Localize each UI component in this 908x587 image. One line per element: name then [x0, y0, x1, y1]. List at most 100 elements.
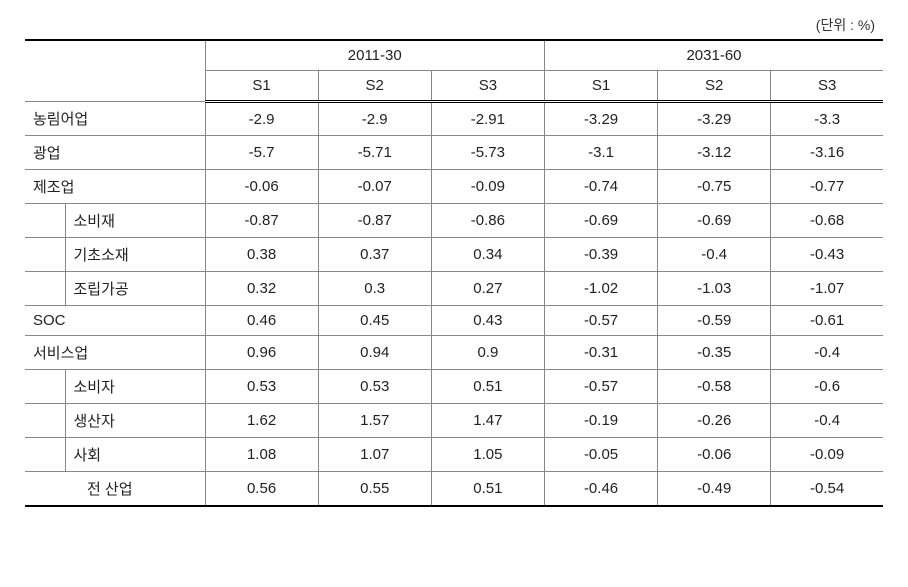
table-row: 소비재-0.87-0.87-0.86-0.69-0.69-0.68: [25, 204, 883, 238]
row-label: 소비재: [65, 204, 205, 238]
value-cell: -5.71: [318, 136, 431, 170]
value-cell: 1.07: [318, 438, 431, 472]
indent-spacer: [25, 370, 65, 404]
value-cell: -2.9: [205, 102, 318, 136]
value-cell: -0.06: [658, 438, 771, 472]
value-cell: -3.29: [658, 102, 771, 136]
value-cell: 0.55: [318, 472, 431, 507]
indent-spacer: [25, 404, 65, 438]
value-cell: -0.4: [771, 404, 883, 438]
value-cell: -1.07: [771, 272, 883, 306]
value-cell: -3.29: [544, 102, 657, 136]
data-table: 2011-30 2031-60 S1 S2 S3 S1 S2 S3 농림어업-2…: [25, 39, 883, 507]
value-cell: -0.6: [771, 370, 883, 404]
table-row: 광업-5.7-5.71-5.73-3.1-3.12-3.16: [25, 136, 883, 170]
value-cell: -0.39: [544, 238, 657, 272]
value-cell: 0.27: [431, 272, 544, 306]
indent-spacer: [25, 438, 65, 472]
row-label: 서비스업: [25, 336, 205, 370]
value-cell: 1.47: [431, 404, 544, 438]
scenario-header: S3: [771, 71, 883, 102]
value-cell: -0.87: [318, 204, 431, 238]
value-cell: 0.51: [431, 472, 544, 507]
row-label: 생산자: [65, 404, 205, 438]
scenario-header: S2: [658, 71, 771, 102]
scenario-header: S3: [431, 71, 544, 102]
period2-header: 2031-60: [544, 40, 883, 71]
value-cell: 0.96: [205, 336, 318, 370]
value-cell: 0.94: [318, 336, 431, 370]
value-cell: -0.74: [544, 170, 657, 204]
unit-label: (단위 : %): [25, 15, 883, 35]
value-cell: -0.06: [205, 170, 318, 204]
value-cell: -0.58: [658, 370, 771, 404]
value-cell: 1.08: [205, 438, 318, 472]
scenario-header: S1: [544, 71, 657, 102]
row-label: 조립가공: [65, 272, 205, 306]
value-cell: -0.68: [771, 204, 883, 238]
value-cell: 0.37: [318, 238, 431, 272]
value-cell: 0.43: [431, 306, 544, 336]
scenario-header: S1: [205, 71, 318, 102]
corner-header: [25, 40, 205, 102]
value-cell: -0.4: [771, 336, 883, 370]
row-label: 사회: [65, 438, 205, 472]
value-cell: 1.05: [431, 438, 544, 472]
value-cell: 0.32: [205, 272, 318, 306]
period1-header: 2011-30: [205, 40, 544, 71]
table-row: 소비자0.530.530.51-0.57-0.58-0.6: [25, 370, 883, 404]
value-cell: -3.1: [544, 136, 657, 170]
value-cell: -0.75: [658, 170, 771, 204]
value-cell: -1.02: [544, 272, 657, 306]
value-cell: -0.46: [544, 472, 657, 507]
row-label-total: 전 산업: [25, 472, 205, 507]
value-cell: -2.9: [318, 102, 431, 136]
value-cell: -0.43: [771, 238, 883, 272]
value-cell: -0.31: [544, 336, 657, 370]
value-cell: -0.61: [771, 306, 883, 336]
value-cell: 0.38: [205, 238, 318, 272]
value-cell: 0.34: [431, 238, 544, 272]
row-label: 광업: [25, 136, 205, 170]
value-cell: -5.73: [431, 136, 544, 170]
row-label: 기초소재: [65, 238, 205, 272]
value-cell: 1.62: [205, 404, 318, 438]
value-cell: 0.53: [318, 370, 431, 404]
indent-spacer: [25, 272, 65, 306]
value-cell: -1.03: [658, 272, 771, 306]
table-row: 전 산업0.560.550.51-0.46-0.49-0.54: [25, 472, 883, 507]
value-cell: -5.7: [205, 136, 318, 170]
row-label: SOC: [25, 306, 205, 336]
value-cell: -0.35: [658, 336, 771, 370]
row-label: 농림어업: [25, 102, 205, 136]
table-row: 서비스업0.960.940.9-0.31-0.35-0.4: [25, 336, 883, 370]
table-row: 사회1.081.071.05-0.05-0.06-0.09: [25, 438, 883, 472]
value-cell: -0.86: [431, 204, 544, 238]
table-row: 조립가공0.320.30.27-1.02-1.03-1.07: [25, 272, 883, 306]
value-cell: -0.05: [544, 438, 657, 472]
row-label: 소비자: [65, 370, 205, 404]
value-cell: 0.3: [318, 272, 431, 306]
value-cell: 0.45: [318, 306, 431, 336]
value-cell: -0.87: [205, 204, 318, 238]
value-cell: -0.54: [771, 472, 883, 507]
table-row: SOC0.460.450.43-0.57-0.59-0.61: [25, 306, 883, 336]
value-cell: -3.3: [771, 102, 883, 136]
value-cell: -2.91: [431, 102, 544, 136]
table-row: 제조업-0.06-0.07-0.09-0.74-0.75-0.77: [25, 170, 883, 204]
value-cell: -3.12: [658, 136, 771, 170]
value-cell: 0.56: [205, 472, 318, 507]
value-cell: -0.09: [431, 170, 544, 204]
value-cell: -0.19: [544, 404, 657, 438]
row-label: 제조업: [25, 170, 205, 204]
table-row: 농림어업-2.9-2.9-2.91-3.29-3.29-3.3: [25, 102, 883, 136]
value-cell: -0.4: [658, 238, 771, 272]
value-cell: 0.51: [431, 370, 544, 404]
value-cell: -0.69: [658, 204, 771, 238]
value-cell: 0.53: [205, 370, 318, 404]
value-cell: -3.16: [771, 136, 883, 170]
scenario-header: S2: [318, 71, 431, 102]
value-cell: -0.77: [771, 170, 883, 204]
value-cell: -0.69: [544, 204, 657, 238]
indent-spacer: [25, 238, 65, 272]
